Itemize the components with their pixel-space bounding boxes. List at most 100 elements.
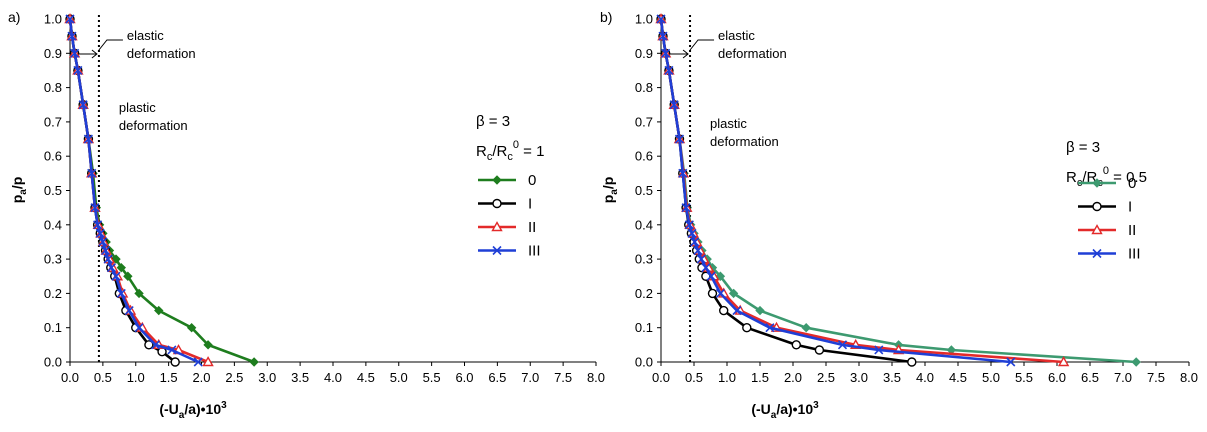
y-axis-label: pa/p — [600, 177, 620, 204]
x-tick-label: 0.0 — [61, 370, 79, 385]
beta-parameter: β = 3 — [476, 113, 510, 130]
x-axis-label-sub: a — [179, 410, 185, 421]
x-tick-label: 3.5 — [883, 370, 901, 385]
data-point-III — [103, 254, 113, 264]
elastic-arrow-head — [682, 49, 689, 59]
data-point-I — [814, 345, 825, 355]
data-point-III — [715, 288, 725, 298]
x-tick-label: 6.0 — [455, 370, 473, 385]
legend-item-0: 0 — [1078, 175, 1136, 192]
legend-item-III: III — [478, 243, 541, 260]
series-III — [65, 14, 203, 367]
data-point-III — [696, 254, 706, 264]
legend-marker — [1092, 248, 1102, 259]
y-tick-label: 0.2 — [635, 286, 653, 301]
legend-item-II: II — [478, 219, 536, 236]
data-point-III — [664, 65, 674, 76]
data-point-0 — [154, 305, 164, 316]
x-tick-label: 2.0 — [784, 370, 802, 385]
plastic-label: deformation — [119, 118, 188, 133]
y-tick-label: 0.6 — [44, 149, 62, 164]
x-axis-label-part: /a)•10 — [184, 401, 221, 417]
data-point-III — [661, 48, 671, 58]
x-tick-label: 4.5 — [357, 370, 375, 385]
legend-marker — [492, 245, 502, 256]
legend-marker — [1092, 178, 1102, 188]
legend-marker — [1091, 224, 1103, 235]
data-point-0 — [755, 305, 765, 316]
data-point-III — [656, 14, 666, 24]
y-tick-label: 0.9 — [635, 46, 653, 61]
x-tick-label: 4.0 — [324, 370, 342, 385]
data-point-III — [65, 14, 75, 24]
y-tick-label: 0.0 — [635, 355, 653, 370]
rc-part: R — [476, 143, 487, 160]
data-point-III — [124, 305, 134, 316]
data-point-I — [907, 357, 917, 367]
legend-label: II — [528, 219, 536, 236]
elastic-label: elastic — [127, 28, 164, 43]
legend-marker — [491, 221, 503, 232]
data-point-III — [681, 203, 691, 213]
series-line-II — [68, 18, 209, 364]
data-point-II — [1057, 356, 1070, 367]
data-point-III — [90, 203, 100, 213]
y-axis-label-part: p — [600, 195, 616, 204]
x-tick-label: 0.5 — [94, 370, 112, 385]
data-point-III — [684, 220, 694, 230]
x-tick-label: 8.0 — [587, 370, 605, 385]
x-axis-label-part: /a)•10 — [776, 401, 813, 417]
series-line-III — [659, 18, 1011, 364]
data-point-III — [765, 323, 775, 333]
series-line-III — [68, 18, 199, 364]
data-point-0 — [801, 322, 811, 333]
data-point-0 — [186, 322, 197, 333]
y-tick-label: 0.5 — [635, 183, 653, 198]
x-axis-label: (-Ua/a)•103 — [159, 400, 227, 421]
data-point-0 — [203, 340, 213, 350]
legend-label: III — [1128, 246, 1141, 263]
rc-sup: 0 — [513, 139, 519, 151]
legend-marker — [492, 175, 502, 185]
elastic-label: elastic — [718, 28, 755, 43]
legend-item-II: II — [1078, 222, 1136, 239]
y-axis-label: pa/p — [9, 177, 29, 204]
data-point-I — [719, 305, 729, 316]
data-point-III — [70, 48, 80, 58]
series-line-0 — [659, 18, 1137, 364]
x-tick-label: 5.5 — [423, 370, 441, 385]
series-II — [655, 13, 1070, 367]
x-tick-label: 3.0 — [258, 370, 276, 385]
chart-panel-b: b) 0.0 0.5 1.0 1.5 2.0 2.5 3.0 3.5 4.0 4.5 5.0 5.5 6.… — [600, 9, 1198, 421]
data-point-I — [707, 288, 718, 299]
data-point-III — [67, 31, 77, 41]
x-tick-label: 6.5 — [488, 370, 506, 385]
elastic-label: deformation — [127, 46, 196, 61]
data-point-III — [116, 288, 126, 298]
x-tick-label: 7.0 — [521, 370, 539, 385]
x-tick-label: 7.0 — [1114, 370, 1132, 385]
x-tick-label: 5.0 — [982, 370, 1000, 385]
series-0 — [65, 14, 259, 367]
data-point-III — [658, 31, 668, 41]
legend-item-III: III — [1078, 246, 1141, 263]
y-tick-label: 0.6 — [635, 149, 653, 164]
x-tick-label: 7.5 — [1147, 370, 1165, 385]
y-tick-label: 0.1 — [44, 320, 62, 335]
x-tick-label: 3.5 — [291, 370, 309, 385]
y-tick-label: 0.4 — [635, 217, 653, 232]
x-tick-label: 1.0 — [718, 370, 736, 385]
beta-parameter: β = 3 — [1066, 139, 1100, 156]
y-axis-label-part: p — [9, 195, 25, 204]
x-tick-label: 2.0 — [192, 370, 210, 385]
data-point-III — [874, 345, 884, 355]
data-point-III — [98, 237, 108, 247]
legend-item-I: I — [478, 196, 532, 213]
data-point-III — [83, 134, 93, 144]
data-point-III — [78, 100, 88, 110]
plastic-label: deformation — [710, 134, 779, 149]
rc-part: = 0.5 — [1109, 169, 1147, 186]
x-axis-label-sup: 3 — [813, 400, 819, 411]
